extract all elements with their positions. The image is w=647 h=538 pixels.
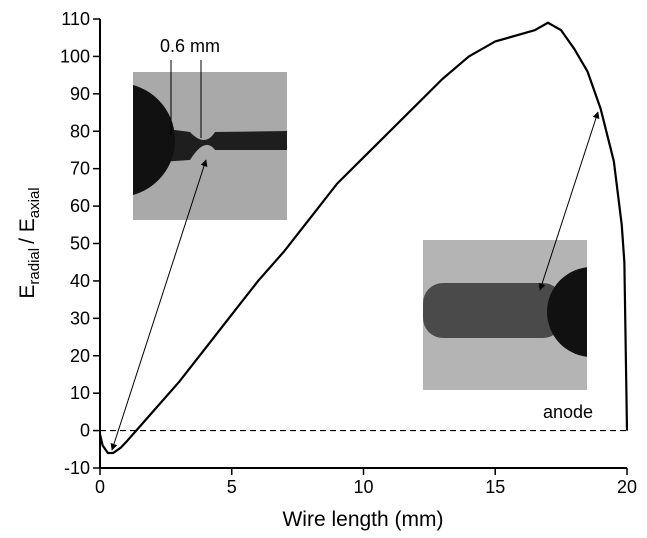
y-tick-label: 20 [70, 346, 90, 366]
y-tick-label: 70 [70, 159, 90, 179]
arrow [538, 111, 600, 291]
arrow [110, 159, 208, 451]
y-label-part: / E [16, 218, 39, 244]
x-tick-label: 0 [95, 477, 105, 497]
x-tick-label: 10 [353, 477, 373, 497]
y-tick-label: 0 [80, 421, 90, 441]
y-label-part: axial [26, 187, 43, 218]
y-tick-label: 10 [70, 383, 90, 403]
y-tick-label: 80 [70, 121, 90, 141]
data-line [98, 21, 629, 455]
annotation: anode [543, 402, 593, 422]
y-tick-label: 40 [70, 271, 90, 291]
x-axis-label: Wire length (mm) [282, 508, 443, 531]
y-tick-label: 90 [70, 84, 90, 104]
x-tick-label: 20 [617, 477, 637, 497]
x-tick-label: 5 [227, 477, 237, 497]
x-tick-label: 15 [485, 477, 505, 497]
y-tick-label: 30 [70, 308, 90, 328]
annotation: 0.6 mm [160, 36, 220, 56]
inset-image-right [423, 240, 587, 390]
y-tick-label: 100 [60, 46, 90, 66]
y-tick-label: 110 [61, 9, 90, 29]
y-label-part: E [16, 285, 39, 299]
y-label-part: radial [26, 248, 43, 285]
y-tick-label: -10 [64, 458, 90, 478]
y-axis-label: Eradial / Eaxial [16, 187, 43, 298]
y-tick-label: 60 [70, 196, 90, 216]
y-tick-label: 50 [70, 234, 90, 254]
